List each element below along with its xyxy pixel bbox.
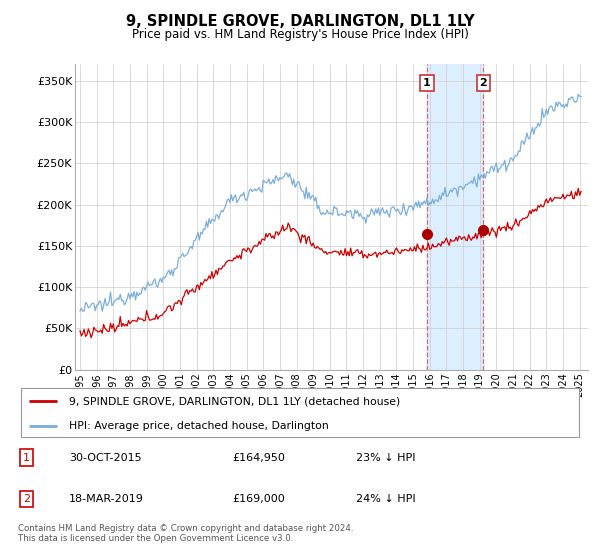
Text: 9, SPINDLE GROVE, DARLINGTON, DL1 1LY: 9, SPINDLE GROVE, DARLINGTON, DL1 1LY	[125, 14, 475, 29]
Text: 1: 1	[23, 452, 30, 463]
Text: Price paid vs. HM Land Registry's House Price Index (HPI): Price paid vs. HM Land Registry's House …	[131, 28, 469, 41]
Text: 2: 2	[23, 494, 30, 504]
Text: Contains HM Land Registry data © Crown copyright and database right 2024.
This d: Contains HM Land Registry data © Crown c…	[18, 524, 353, 543]
Text: £169,000: £169,000	[232, 494, 285, 504]
Text: 18-MAR-2019: 18-MAR-2019	[69, 494, 143, 504]
Text: 1: 1	[423, 78, 431, 88]
Bar	[427, 64, 483, 370]
Text: 30-OCT-2015: 30-OCT-2015	[69, 452, 142, 463]
FancyBboxPatch shape	[21, 388, 579, 437]
Text: 9, SPINDLE GROVE, DARLINGTON, DL1 1LY (detached house): 9, SPINDLE GROVE, DARLINGTON, DL1 1LY (d…	[69, 396, 400, 407]
Text: HPI: Average price, detached house, Darlington: HPI: Average price, detached house, Darl…	[69, 421, 329, 431]
Text: 24% ↓ HPI: 24% ↓ HPI	[356, 494, 416, 504]
Text: 2: 2	[479, 78, 487, 88]
Text: 23% ↓ HPI: 23% ↓ HPI	[356, 452, 416, 463]
Text: £164,950: £164,950	[232, 452, 285, 463]
